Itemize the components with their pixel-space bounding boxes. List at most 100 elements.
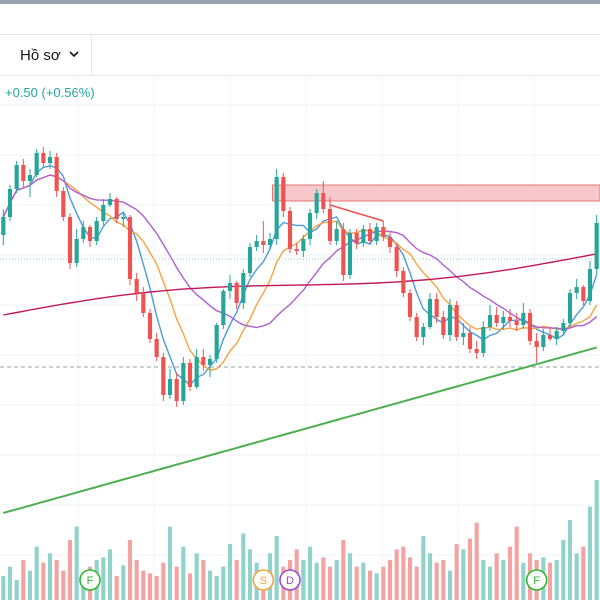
event-marker-f: F [79,569,101,591]
candle-body [374,227,379,241]
candle-body [421,327,426,337]
volume-bar [227,544,233,600]
volume-bar [501,560,506,600]
volume-bar [334,560,339,600]
candle-body [347,233,353,275]
volume-bar [521,562,526,600]
volume-bar [474,522,479,600]
candle [321,181,326,213]
candle [487,305,493,331]
candle-body [454,305,459,337]
volume-bar [554,560,559,600]
candle [27,169,33,197]
volume-bar [141,570,146,600]
candles [1,147,599,407]
candle [94,217,99,245]
volume-bar [181,546,186,600]
candle-body [307,213,313,239]
candle [221,289,226,329]
event-marker-circle [525,569,548,591]
candle-body [361,229,366,243]
volume-bar [594,480,599,600]
candle-body [241,273,246,303]
candle-body [121,217,126,219]
candle [427,293,433,329]
volume-bar [41,562,46,600]
candle-body [514,321,519,325]
profile-dropdown[interactable]: Hồ sơ [8,35,92,75]
top-edge-bar [0,0,600,4]
candle-body [474,349,479,353]
candle [21,159,26,187]
candle-body [254,241,259,247]
volume-bar [201,560,206,600]
volume-bar [61,570,66,600]
candle [201,349,206,371]
candle-body [287,211,293,249]
candle-body [281,177,286,211]
candle [334,221,339,245]
volume-bar [494,553,499,600]
candle-body [134,279,139,293]
candle [1,209,6,245]
event-marker-circle [279,569,301,591]
candle [287,207,293,253]
volume-bar [314,562,319,600]
candle-body [434,299,439,317]
volume-bar [194,553,199,600]
candle [467,327,473,353]
volume-bar [454,544,459,600]
candle [254,235,259,251]
volume-bar [14,580,19,600]
candle-body [201,357,206,365]
candle [374,223,379,245]
volume-bar [241,533,246,600]
candle-body [587,269,593,301]
candle [41,147,46,167]
volume-bar [107,549,113,600]
volume-bar [447,570,453,600]
candle [301,235,306,257]
volume-bar [221,566,226,600]
candle-body [521,313,526,325]
candle-body [67,217,73,263]
volume-bar [247,549,253,600]
candle-body [527,313,533,341]
candle-body [167,379,173,395]
candle [434,293,439,323]
candle-body [534,341,539,347]
volume-bar [407,557,413,600]
volume-bar [487,566,493,600]
candle-body [141,293,146,313]
volume-bar [187,573,193,600]
event-marker-s: S [252,569,275,591]
candle [87,225,93,247]
candle [274,169,279,245]
candle [387,231,393,253]
candle [314,189,319,219]
volume-bar [414,566,419,600]
candle-body [301,239,306,251]
volume-bar [161,562,166,600]
candle-body [494,315,499,323]
candle [67,213,73,269]
candle-body [81,227,86,239]
candle [354,229,359,249]
candle-body [101,205,106,221]
volume-bar [321,557,326,600]
candle [367,223,373,245]
candle-body [147,313,153,339]
volume-bar [481,560,486,600]
candle [587,261,593,305]
candle [241,269,246,309]
volume-bar [101,557,106,600]
candle [581,285,586,305]
candle [567,289,573,327]
candle [561,319,566,335]
candle [141,287,146,317]
candle [247,243,253,277]
candle-body [47,157,53,163]
trend-line [329,204,384,222]
candle-body [27,175,33,181]
